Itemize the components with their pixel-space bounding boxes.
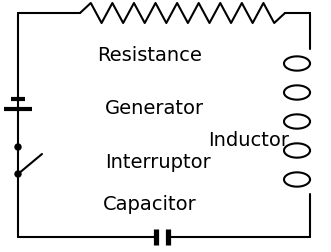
Text: Resistance: Resistance [98,45,203,64]
Text: Capacitor: Capacitor [103,195,197,214]
Text: Generator: Generator [105,98,204,117]
Text: Interruptor: Interruptor [105,153,211,172]
Text: Inductor: Inductor [208,130,289,149]
Circle shape [15,171,21,177]
Circle shape [15,144,21,150]
